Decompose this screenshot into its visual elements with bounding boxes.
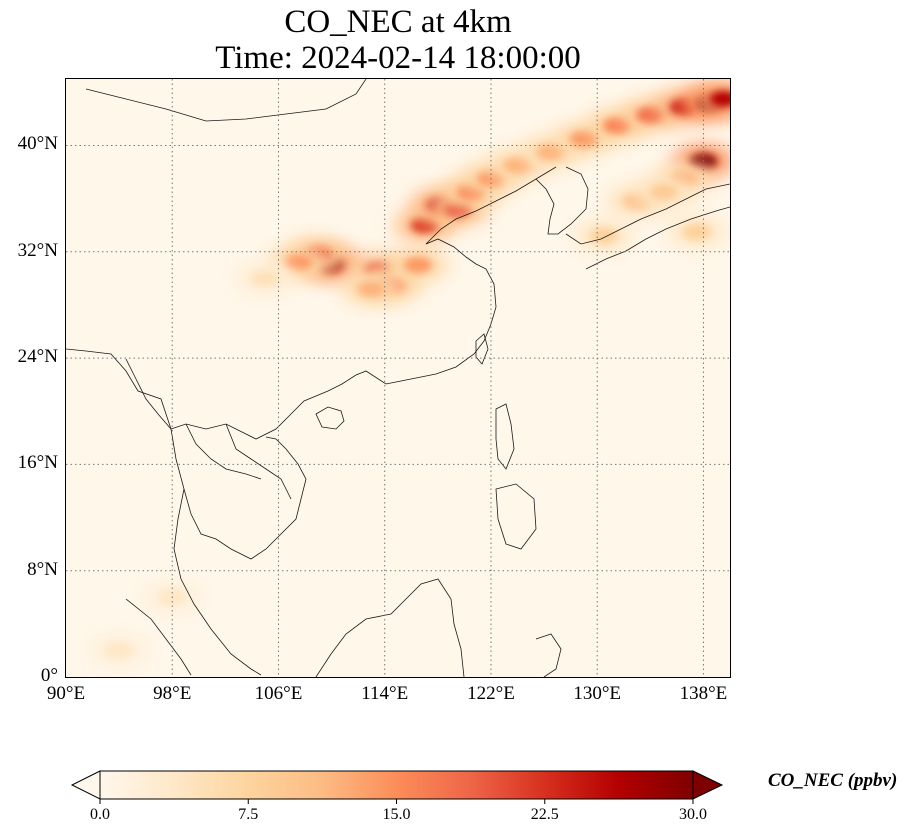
coastline-borneo bbox=[315, 578, 465, 677]
lon-tick-label: 98°E bbox=[153, 683, 192, 704]
colorbar-tick-label: 22.5 bbox=[530, 806, 559, 823]
coastline-hainan bbox=[315, 406, 345, 430]
plume-core bbox=[105, 642, 134, 659]
coastline-asia-mainland bbox=[66, 166, 557, 440]
lat-tick-label: 8°N bbox=[27, 558, 58, 580]
coastline-philippines-mindanao bbox=[495, 483, 537, 550]
colorbar-body bbox=[99, 770, 694, 800]
coastline-sulawesi bbox=[535, 633, 562, 677]
coastline-taiwan bbox=[475, 333, 489, 365]
map-plot-area bbox=[65, 78, 731, 678]
plume-core bbox=[251, 270, 280, 287]
colorbar-tick-label: 30.0 bbox=[679, 806, 707, 823]
lat-tick-label: 32°N bbox=[17, 239, 58, 261]
coastline-japan bbox=[565, 183, 730, 245]
border-mongolia bbox=[85, 79, 367, 122]
lat-tick-label: 40°N bbox=[17, 133, 58, 155]
lat-tick-label: 24°N bbox=[17, 346, 58, 368]
plume-core bbox=[536, 144, 565, 161]
chart-title: CO_NEC at 4km bbox=[284, 4, 512, 40]
lon-tick-label: 122°E bbox=[467, 683, 515, 704]
coastline-korea bbox=[535, 166, 589, 235]
colorbar-label: CO_NEC (ppbv) bbox=[768, 770, 898, 791]
colorbar-tick-label: 15.0 bbox=[382, 806, 411, 823]
plume-core bbox=[709, 90, 730, 107]
plume-core bbox=[410, 217, 439, 234]
plume-core bbox=[682, 223, 711, 240]
plume-core bbox=[357, 280, 386, 297]
chart-subtitle-time: Time: 2024-02-14 18:00:00 bbox=[215, 40, 581, 76]
border-indochina-1 bbox=[185, 423, 262, 480]
plume-core bbox=[589, 227, 618, 244]
colorbar-extend-min bbox=[70, 770, 101, 800]
lon-tick-label: 90°E bbox=[46, 683, 86, 704]
lon-tick-label: 138°E bbox=[679, 683, 728, 704]
lon-tick-label: 106°E bbox=[254, 683, 303, 704]
plume-core bbox=[649, 183, 678, 200]
colorbar-tick-marks bbox=[99, 799, 694, 804]
border-myanmar bbox=[125, 358, 172, 430]
map-canvas bbox=[66, 79, 730, 677]
coastlines bbox=[66, 79, 730, 677]
lat-tick-label: 16°N bbox=[17, 452, 58, 474]
coastline-malay-peninsula bbox=[173, 488, 262, 676]
plume-core bbox=[403, 257, 432, 274]
colorbar-tick-label: 7.5 bbox=[238, 806, 259, 823]
border-indochina-2 bbox=[225, 423, 292, 500]
colorbar-tick-label: 0.0 bbox=[90, 806, 110, 823]
plume-core bbox=[569, 130, 598, 147]
coastline-japan-south bbox=[585, 206, 730, 270]
lat-tick-label: 0° bbox=[40, 665, 58, 686]
concentration-field bbox=[89, 82, 730, 667]
plume-core bbox=[503, 157, 532, 174]
gridlines bbox=[66, 79, 730, 677]
plume-core bbox=[284, 254, 313, 271]
lon-tick-label: 130°E bbox=[573, 683, 622, 704]
lon-tick-label: 114°E bbox=[361, 683, 409, 704]
coastline-indochina bbox=[170, 428, 307, 560]
coastline-philippines-luzon bbox=[495, 403, 515, 470]
colorbar-extend-max bbox=[692, 770, 724, 800]
coastline-sumatra bbox=[125, 598, 192, 676]
